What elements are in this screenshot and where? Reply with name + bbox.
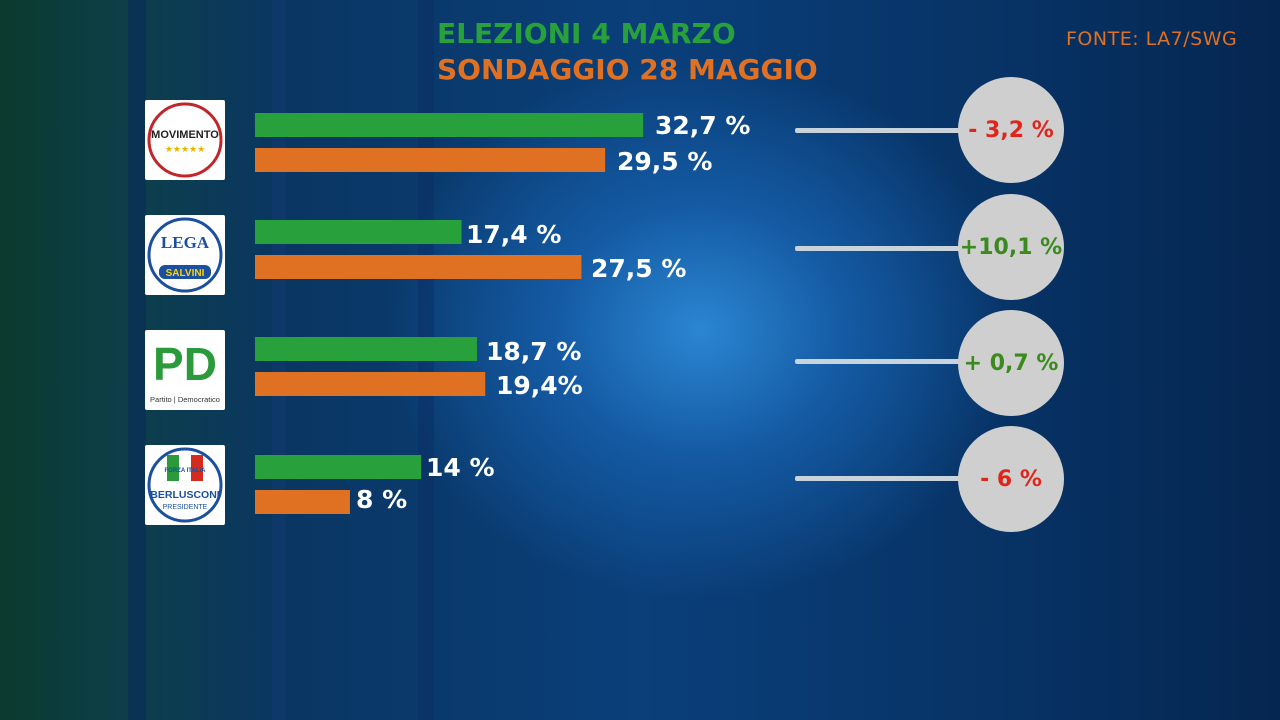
- bar-elezioni: [255, 113, 644, 137]
- lega-logo-sub: SALVINI: [166, 268, 205, 279]
- background-stripe: [128, 0, 146, 720]
- source-label: FONTE: LA7/SWG: [1066, 28, 1238, 50]
- m5s-logo-text: MOVIMENTO: [151, 129, 219, 141]
- change-connector: [795, 246, 960, 251]
- change-connector: [795, 476, 960, 481]
- background-stripe: [272, 0, 286, 720]
- value-label-sondaggio: 19,4%: [496, 371, 583, 400]
- pd-logo-sub: Partito | Democratico: [150, 395, 220, 404]
- background-stripe: [418, 0, 434, 720]
- pd-logo: PD Partito | Democratico: [145, 330, 225, 410]
- change-connector: [795, 359, 960, 364]
- change-badge: +10,1 %: [958, 194, 1064, 300]
- legend-series-b: SONDAGGIO 28 MAGGIO: [437, 53, 818, 86]
- change-badge: + 0,7 %: [958, 310, 1064, 416]
- forza-italia-logo-sub2: PRESIDENTE: [163, 504, 208, 511]
- value-label-elezioni: 18,7 %: [486, 337, 582, 366]
- bar-sondaggio: [255, 372, 486, 396]
- forza-italia-logo-sub: BERLUSCONI: [150, 489, 220, 501]
- bar-sondaggio: [255, 490, 350, 514]
- forza-italia-logo: FORZA ITALIA BERLUSCONI PRESIDENTE: [145, 445, 225, 525]
- forza-italia-logo-text: FORZA ITALIA: [165, 468, 207, 474]
- pd-logo-text: PD: [153, 338, 217, 390]
- chart-legend: ELEZIONI 4 MARZO SONDAGGIO 28 MAGGIO: [437, 16, 818, 88]
- bar-elezioni: [255, 337, 477, 361]
- value-label-elezioni: 14 %: [426, 453, 495, 482]
- lega-logo-text: LEGA: [161, 233, 210, 252]
- value-label-elezioni: 32,7 %: [655, 111, 751, 140]
- value-label-sondaggio: 8 %: [356, 485, 408, 514]
- change-badge: - 3,2 %: [958, 77, 1064, 183]
- change-connector: [795, 128, 960, 133]
- value-label-sondaggio: 29,5 %: [617, 147, 713, 176]
- value-label-elezioni: 17,4 %: [466, 220, 562, 249]
- lega-logo: LEGA SALVINI: [145, 215, 225, 295]
- legend-series-a: ELEZIONI 4 MARZO: [437, 17, 736, 50]
- m5s-logo: MOVIMENTO ★★★★★: [145, 100, 225, 180]
- m5s-logo-stars: ★★★★★: [165, 145, 205, 155]
- value-label-sondaggio: 27,5 %: [591, 254, 687, 283]
- change-badge: - 6 %: [958, 426, 1064, 532]
